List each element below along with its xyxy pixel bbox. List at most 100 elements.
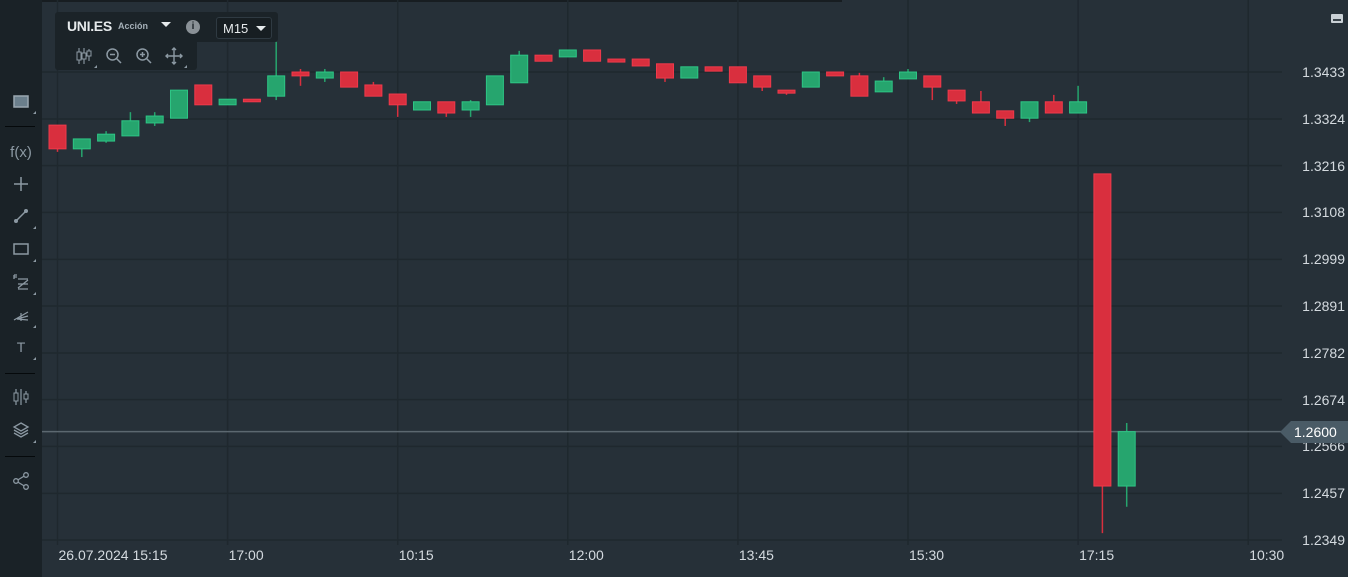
trendline-icon[interactable]	[6, 203, 36, 229]
indicators-fx-icon[interactable]: f(x)	[6, 139, 36, 165]
minimize-button[interactable]	[1331, 14, 1343, 23]
candlestick-chart[interactable]	[42, 0, 1348, 577]
candle-bullish[interactable]	[874, 77, 893, 93]
candle-body	[899, 71, 917, 80]
candle-bearish[interactable]	[583, 49, 602, 62]
candle-body	[388, 93, 407, 106]
candle-bullish[interactable]	[121, 112, 140, 137]
zoom-in-icon[interactable]	[133, 46, 155, 66]
price-tick-label: 1.2457	[1302, 485, 1345, 502]
chevron-down-icon	[256, 26, 266, 31]
symbol-name[interactable]: UNI.ES	[67, 18, 112, 34]
candle-body	[558, 49, 577, 58]
timeframe-value: M15	[223, 21, 249, 36]
candle-body	[413, 101, 431, 111]
share-icon[interactable]	[6, 468, 36, 494]
candle-bullish[interactable]	[315, 68, 334, 82]
candle-bullish[interactable]	[145, 112, 164, 126]
instrument-type: Acción	[118, 21, 149, 31]
pan-move-icon[interactable]	[163, 46, 187, 68]
candle-body	[534, 54, 553, 62]
candle-bullish[interactable]	[97, 131, 116, 143]
time-tick-label: 15:30	[909, 547, 945, 563]
candle-bearish[interactable]	[631, 58, 650, 67]
time-tick-label: 10:15	[398, 547, 434, 563]
candle-body	[145, 115, 164, 124]
candle-bullish[interactable]	[680, 66, 699, 79]
candle-bullish[interactable]	[1020, 101, 1039, 123]
price-tick-label: 1.2891	[1302, 298, 1345, 314]
candle-bearish[interactable]	[1093, 173, 1112, 534]
candle-body	[437, 101, 456, 114]
candle-bearish[interactable]	[364, 81, 383, 97]
candle-body	[656, 63, 674, 79]
candle-body	[1093, 173, 1112, 487]
fibonacci-icon[interactable]	[6, 269, 36, 295]
candle-bearish[interactable]	[777, 89, 796, 95]
text-icon[interactable]: T	[6, 334, 36, 360]
candle-bearish[interactable]	[923, 75, 942, 101]
candle-bullish[interactable]	[218, 98, 237, 106]
price-tick-label: 1.2782	[1302, 345, 1345, 362]
current-price-value: 1.2600	[1294, 423, 1337, 440]
zoom-out-icon[interactable]	[103, 46, 125, 66]
candle-bearish[interactable]	[971, 90, 990, 114]
separator	[5, 373, 35, 374]
candle-body	[315, 71, 334, 79]
layers-icon[interactable]	[6, 417, 36, 443]
candle-body	[1044, 101, 1063, 114]
candle-bullish[interactable]	[1069, 85, 1088, 114]
time-tick-label: 17:00	[228, 547, 264, 563]
candle-bullish[interactable]	[510, 50, 529, 84]
candles-settings-icon[interactable]	[73, 46, 97, 68]
candle-body	[1020, 101, 1039, 119]
time-tick-label: 10:30	[1249, 547, 1285, 563]
info-icon[interactable]: i	[186, 20, 200, 34]
candle-body	[97, 133, 116, 142]
candle-bearish[interactable]	[753, 75, 772, 91]
separator	[5, 456, 35, 457]
candle-bearish[interactable]	[728, 66, 747, 84]
candle-bearish[interactable]	[850, 72, 869, 97]
candle-bearish[interactable]	[996, 110, 1015, 126]
candle-bearish[interactable]	[242, 98, 261, 103]
candle-bullish[interactable]	[72, 138, 91, 158]
candle-bullish[interactable]	[801, 71, 820, 88]
candle-bullish[interactable]	[461, 100, 480, 117]
chart-type-candles-icon[interactable]	[6, 384, 36, 410]
timeframe-select[interactable]: M15	[216, 17, 272, 39]
candle-bullish[interactable]	[170, 89, 188, 119]
price-tick-label: 1.3324	[1302, 111, 1345, 128]
candle-bearish[interactable]	[437, 101, 456, 117]
candle-bullish[interactable]	[1117, 423, 1136, 507]
candle-bearish[interactable]	[48, 124, 67, 152]
candle-bearish[interactable]	[1044, 94, 1063, 114]
candle-bearish[interactable]	[388, 93, 407, 117]
candle-bearish[interactable]	[947, 89, 966, 104]
crosshair-icon[interactable]	[6, 171, 36, 197]
price-tick-label: 1.3108	[1302, 204, 1345, 221]
price-tick-label: 1.2999	[1302, 251, 1345, 268]
rectangle-icon[interactable]	[6, 236, 36, 262]
pitchfork-icon[interactable]	[6, 302, 36, 328]
candle-bearish[interactable]	[656, 63, 674, 82]
candle-bearish[interactable]	[826, 71, 845, 77]
candle-bullish[interactable]	[899, 68, 917, 80]
symbol-dropdown-icon[interactable]	[161, 22, 171, 27]
candle-bearish[interactable]	[291, 68, 310, 86]
candle-bearish[interactable]	[534, 54, 553, 62]
candle-bearish[interactable]	[704, 66, 723, 72]
candle-bullish[interactable]	[558, 49, 577, 58]
drawing-toolbar: f(x) T	[0, 0, 42, 577]
candle-bullish[interactable]	[485, 75, 504, 106]
candle-body	[631, 58, 650, 67]
candle-body	[850, 75, 869, 97]
candle-bullish[interactable]	[267, 41, 286, 101]
candle-bullish[interactable]	[413, 101, 431, 111]
price-tick-label: 1.3433	[1302, 64, 1345, 80]
candle-bearish[interactable]	[194, 84, 213, 106]
chart-window-icon[interactable]	[6, 88, 36, 114]
candle-bearish[interactable]	[340, 71, 359, 88]
candle-bearish[interactable]	[607, 58, 626, 63]
candle-body	[826, 71, 845, 77]
